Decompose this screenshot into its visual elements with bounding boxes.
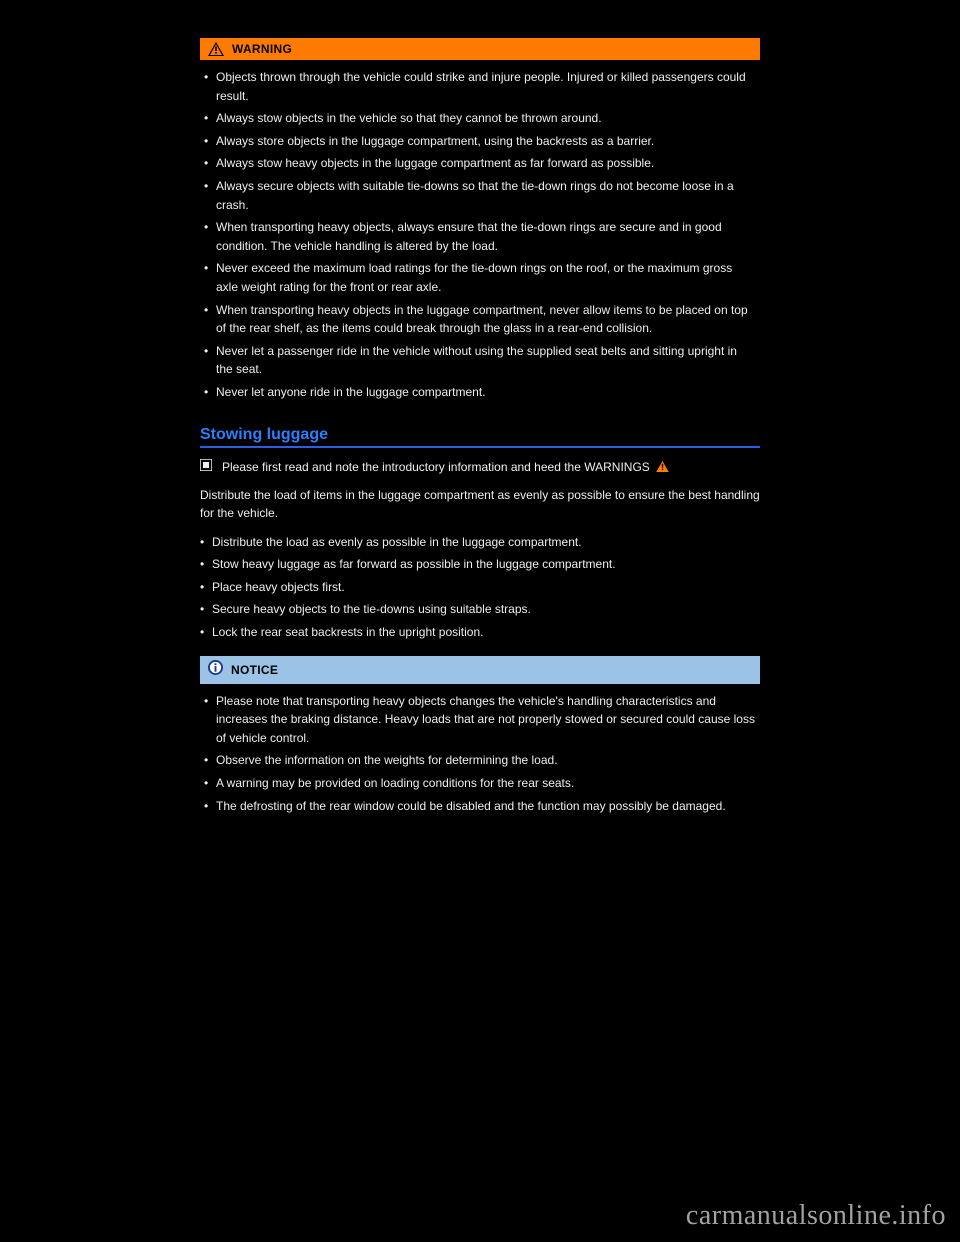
section-heading: Stowing luggage — [200, 426, 760, 448]
notice-header: NOTICE — [200, 656, 760, 684]
read-first-row: Please first read and note the introduct… — [200, 458, 760, 476]
list-item: Secure heavy objects to the tie-downs us… — [200, 600, 760, 619]
list-item: The defrosting of the rear window could … — [204, 797, 756, 816]
notice-list: Please note that transporting heavy obje… — [204, 692, 756, 816]
warning-body: Objects thrown through the vehicle could… — [200, 60, 760, 402]
list-item: When transporting heavy objects in the l… — [204, 301, 756, 338]
section-intro: Distribute the load of items in the lugg… — [200, 486, 760, 523]
list-item: Always stow heavy objects in the luggage… — [204, 154, 756, 173]
warning-header-label: WARNING — [232, 42, 292, 56]
list-item: A warning may be provided on loading con… — [204, 774, 756, 793]
list-item: Always stow objects in the vehicle so th… — [204, 109, 756, 128]
section-body: Distribute the load of items in the lugg… — [200, 486, 760, 642]
list-item: Always secure objects with suitable tie-… — [204, 177, 756, 214]
content-column: WARNING Objects thrown through the vehic… — [200, 38, 760, 819]
warning-header: WARNING — [200, 38, 760, 60]
notice-info-icon — [208, 660, 223, 680]
list-item: Observe the information on the weights f… — [204, 751, 756, 770]
read-first-text: Please first read and note the introduct… — [222, 458, 650, 476]
list-item: Objects thrown through the vehicle could… — [204, 68, 756, 105]
list-item: Lock the rear seat backrests in the upri… — [200, 623, 760, 642]
list-item: Distribute the load as evenly as possibl… — [200, 533, 760, 552]
list-item: Never exceed the maximum load ratings fo… — [204, 259, 756, 296]
stow-list: Distribute the load as evenly as possibl… — [200, 533, 760, 642]
section-title: Stowing luggage — [200, 426, 328, 443]
list-item: When transporting heavy objects, always … — [204, 218, 756, 255]
manual-page: WARNING Objects thrown through the vehic… — [0, 0, 960, 1242]
list-item: Always store objects in the luggage comp… — [204, 132, 756, 151]
square-icon — [200, 458, 212, 476]
inline-warning-icon — [656, 461, 669, 472]
notice-body: Please note that transporting heavy obje… — [200, 684, 760, 816]
list-item: Place heavy objects first. — [200, 578, 760, 597]
list-item: Never let anyone ride in the luggage com… — [204, 383, 756, 402]
watermark: carmanualsonline.info — [686, 1200, 946, 1232]
warning-triangle-icon — [208, 42, 224, 56]
list-item: Stow heavy luggage as far forward as pos… — [200, 555, 760, 574]
list-item: Please note that transporting heavy obje… — [204, 692, 756, 748]
list-item: Never let a passenger ride in the vehicl… — [204, 342, 756, 379]
notice-header-label: NOTICE — [231, 663, 278, 677]
warning-list: Objects thrown through the vehicle could… — [204, 68, 756, 402]
